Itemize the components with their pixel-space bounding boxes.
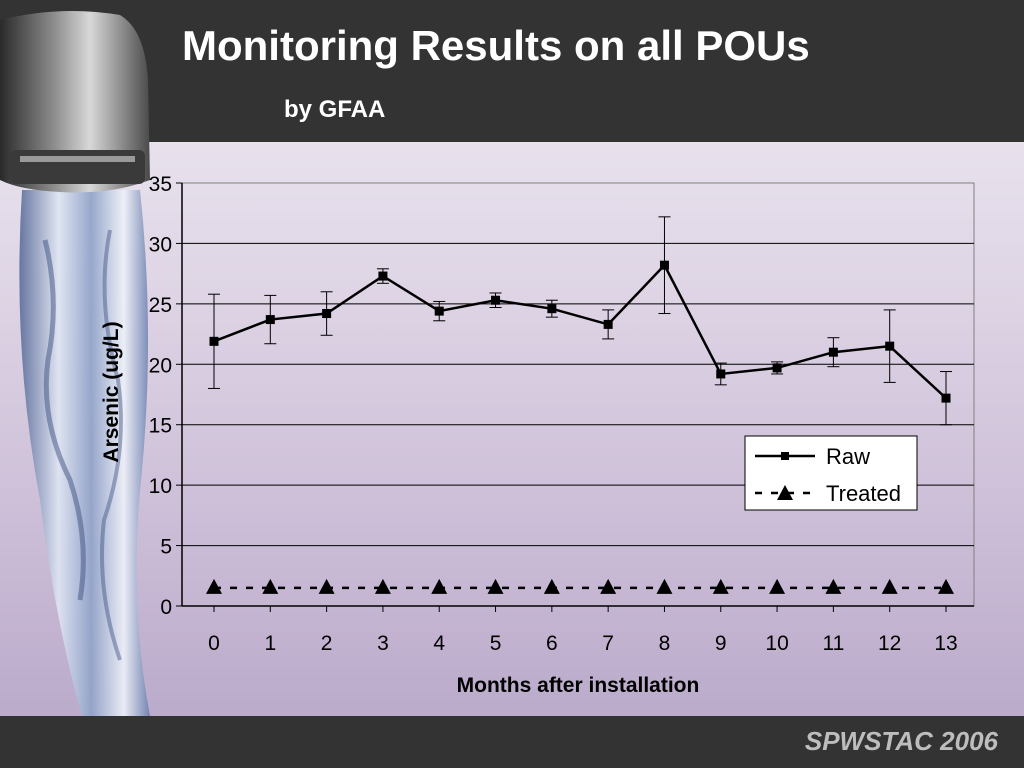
footer-bar bbox=[0, 716, 1024, 768]
data-point-raw bbox=[772, 363, 782, 373]
x-tick-label: 13 bbox=[934, 632, 957, 655]
x-tick-label: 6 bbox=[546, 632, 558, 655]
data-point-treated bbox=[769, 578, 786, 594]
legend-raw-label: Raw bbox=[826, 444, 870, 469]
data-point-treated bbox=[431, 578, 448, 594]
data-point-treated bbox=[374, 578, 391, 594]
y-tick-label: 35 bbox=[149, 173, 172, 196]
data-point-raw bbox=[209, 336, 219, 346]
data-point-treated bbox=[825, 578, 842, 594]
y-tick-label: 30 bbox=[149, 233, 172, 256]
data-point-treated bbox=[938, 578, 954, 594]
data-point-treated bbox=[318, 578, 335, 594]
legend-raw-marker bbox=[781, 452, 789, 460]
x-tick-label: 7 bbox=[602, 632, 614, 655]
x-tick-label: 10 bbox=[765, 632, 788, 655]
data-point-treated bbox=[262, 578, 279, 594]
data-point-raw bbox=[547, 304, 557, 314]
data-point-raw bbox=[265, 315, 275, 325]
x-tick-label: 4 bbox=[433, 632, 445, 655]
x-tick-label: 12 bbox=[878, 632, 901, 655]
data-point-treated bbox=[543, 578, 560, 594]
header-bar bbox=[0, 0, 1024, 142]
x-tick-label: 9 bbox=[715, 632, 727, 655]
footer-label: SPWSTAC 2006 bbox=[804, 726, 998, 756]
x-axis-label: Months after installation bbox=[457, 674, 700, 697]
data-point-treated bbox=[487, 578, 504, 594]
x-tick-label: 0 bbox=[208, 632, 220, 655]
water-faucet-icon bbox=[0, 11, 150, 716]
x-tick-label: 2 bbox=[321, 632, 333, 655]
x-tick-label: 11 bbox=[822, 632, 844, 655]
legend-treated-label: Treated bbox=[826, 481, 901, 506]
data-point-raw bbox=[885, 341, 895, 351]
data-point-raw bbox=[491, 295, 501, 305]
y-tick-label: 10 bbox=[149, 475, 172, 498]
legend-treated-marker bbox=[777, 485, 793, 500]
y-tick-label: 5 bbox=[160, 536, 172, 559]
plot-area bbox=[181, 182, 975, 607]
x-tick-label: 3 bbox=[377, 632, 389, 655]
data-point-raw bbox=[828, 347, 838, 357]
page-title: Monitoring Results on all POUs bbox=[182, 22, 810, 69]
legend-box bbox=[744, 435, 918, 511]
x-tick-label: 1 bbox=[264, 632, 276, 655]
y-tick-label: 15 bbox=[149, 415, 172, 438]
series-line-raw bbox=[213, 263, 947, 400]
y-axis-label: Arsenic (ug/L) bbox=[100, 321, 123, 462]
y-tick-label: 25 bbox=[149, 294, 172, 317]
data-point-treated bbox=[600, 578, 617, 594]
y-tick-label: 20 bbox=[149, 354, 172, 377]
data-point-treated bbox=[712, 578, 729, 594]
page-subtitle: by GFAA bbox=[284, 96, 386, 123]
y-tick-label: 0 bbox=[160, 596, 172, 619]
data-point-treated bbox=[881, 578, 898, 594]
x-tick-label: 8 bbox=[659, 632, 671, 655]
data-point-raw bbox=[378, 271, 388, 281]
data-point-raw bbox=[434, 306, 444, 316]
data-point-raw bbox=[603, 319, 613, 329]
data-point-raw bbox=[941, 393, 951, 403]
data-point-raw bbox=[716, 369, 726, 379]
data-point-treated bbox=[206, 578, 222, 594]
data-point-raw bbox=[659, 260, 669, 270]
data-point-raw bbox=[322, 309, 332, 319]
x-tick-label: 5 bbox=[490, 632, 502, 655]
data-point-treated bbox=[656, 578, 673, 594]
